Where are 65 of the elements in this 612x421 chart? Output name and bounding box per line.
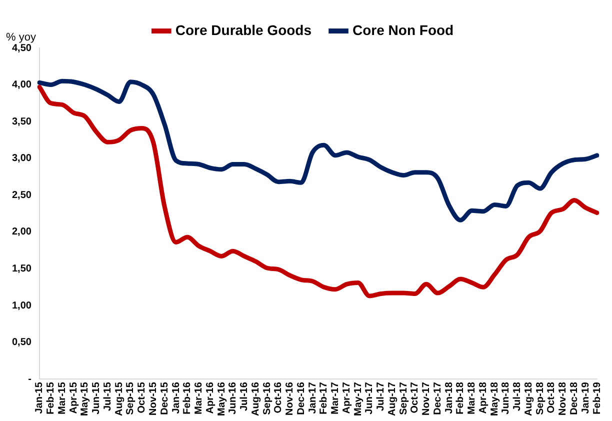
x-tick-label: Nov-18 — [558, 382, 569, 416]
x-tick-label: Apr-15 — [68, 382, 80, 414]
x-tick-label: Sep-16 — [262, 382, 273, 415]
y-tick-label: 3,50 — [12, 116, 32, 128]
x-tick-label: May-18 — [489, 382, 500, 416]
x-tick-label: Jun-16 — [228, 382, 239, 414]
x-tick-label: Apr-17 — [341, 382, 352, 414]
x-tick-label: Sep-17 — [398, 382, 410, 415]
x-tick-label: Mar-17 — [330, 382, 342, 414]
x-tick-label: Jul-16 — [239, 382, 250, 411]
x-tick-label: Dec-16 — [296, 382, 307, 415]
x-tick-label: Apr-18 — [478, 382, 489, 414]
x-tick-label: Sep-18 — [534, 382, 546, 415]
line-series — [37, 78, 600, 222]
x-tick-label: Aug-18 — [523, 382, 534, 416]
y-tick-label: 4,50 — [12, 42, 32, 54]
x-tick-label: Feb-18 — [455, 382, 466, 414]
x-tick-label: Dec-15 — [159, 382, 170, 415]
x-tick-label: May-16 — [216, 382, 228, 416]
y-tick-label: 1,00 — [12, 300, 32, 312]
x-tick-label: Mar-18 — [466, 382, 478, 414]
x-tick-label: Jan-17 — [307, 382, 318, 414]
x-tick-label: Mar-16 — [194, 382, 205, 414]
y-tick-label: 2,50 — [12, 190, 32, 201]
y-tick-label: 0,50 — [12, 337, 32, 348]
y-tick-label: - — [28, 374, 32, 385]
x-tick-label: Jun-17 — [364, 382, 376, 414]
x-tick-label: Mar-15 — [56, 382, 68, 414]
x-tick-label: Feb-17 — [318, 382, 330, 414]
x-tick-label: Feb-15 — [46, 382, 57, 414]
x-tick-label: Feb-19 — [592, 382, 603, 414]
line-series — [37, 84, 600, 298]
y-tick-label: 1,50 — [12, 263, 32, 274]
x-tick-label: Nov-15 — [148, 382, 159, 416]
x-tick-label: Jan-18 — [444, 382, 455, 414]
x-tick-label: Aug-15 — [114, 382, 125, 416]
y-tick-label: 3,00 — [12, 153, 32, 164]
x-tick-label: Oct-16 — [273, 382, 284, 414]
y-tick-label: 2,00 — [12, 226, 32, 238]
x-tick-label: Nov-16 — [284, 382, 296, 416]
legend-label: Core Non Food — [352, 22, 454, 38]
x-tick-label: Aug-16 — [250, 382, 262, 416]
x-tick-label: Oct-15 — [136, 382, 148, 414]
x-tick-label: Aug-17 — [386, 382, 398, 416]
x-tick-label: Sep-15 — [125, 382, 136, 415]
x-tick-label: May-15 — [80, 382, 91, 416]
x-tick-label: Jan-19 — [580, 382, 592, 414]
y-tick-label: 4,00 — [12, 80, 32, 91]
x-tick-label: Oct-17 — [410, 382, 421, 414]
x-tick-label: Jul-18 — [512, 382, 524, 411]
x-tick-label: Feb-16 — [182, 382, 194, 414]
x-tick-label: Nov-17 — [421, 382, 432, 416]
x-tick-label: Jun-18 — [500, 382, 512, 414]
x-tick-label: Oct-18 — [546, 382, 558, 414]
x-tick-label: Dec-17 — [432, 382, 444, 415]
x-tick-label: Apr-16 — [204, 382, 216, 414]
x-tick-label: Dec-18 — [568, 382, 580, 415]
x-tick-label: May-17 — [352, 382, 364, 416]
x-tick-label: Jan-16 — [170, 382, 182, 414]
x-tick-label: Jul-17 — [376, 382, 387, 411]
x-tick-label: Jun-15 — [91, 382, 102, 414]
legend-label: Core Durable Goods — [175, 22, 312, 38]
x-tick-label: Jan-15 — [34, 382, 46, 414]
x-tick-label: Jul-15 — [102, 382, 114, 411]
y-axis-title: % yoy — [6, 32, 36, 44]
